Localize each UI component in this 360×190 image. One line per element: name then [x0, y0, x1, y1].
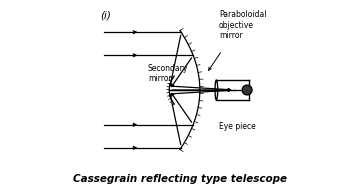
Text: Paraboloidal
objective
mirror: Paraboloidal objective mirror: [219, 10, 266, 40]
Text: Secondary
mirror: Secondary mirror: [148, 63, 188, 83]
Circle shape: [242, 85, 252, 95]
Text: Cassegrain reflecting type telescope: Cassegrain reflecting type telescope: [73, 174, 287, 184]
Text: (i): (i): [100, 11, 111, 21]
Text: Eye piece: Eye piece: [219, 122, 256, 131]
